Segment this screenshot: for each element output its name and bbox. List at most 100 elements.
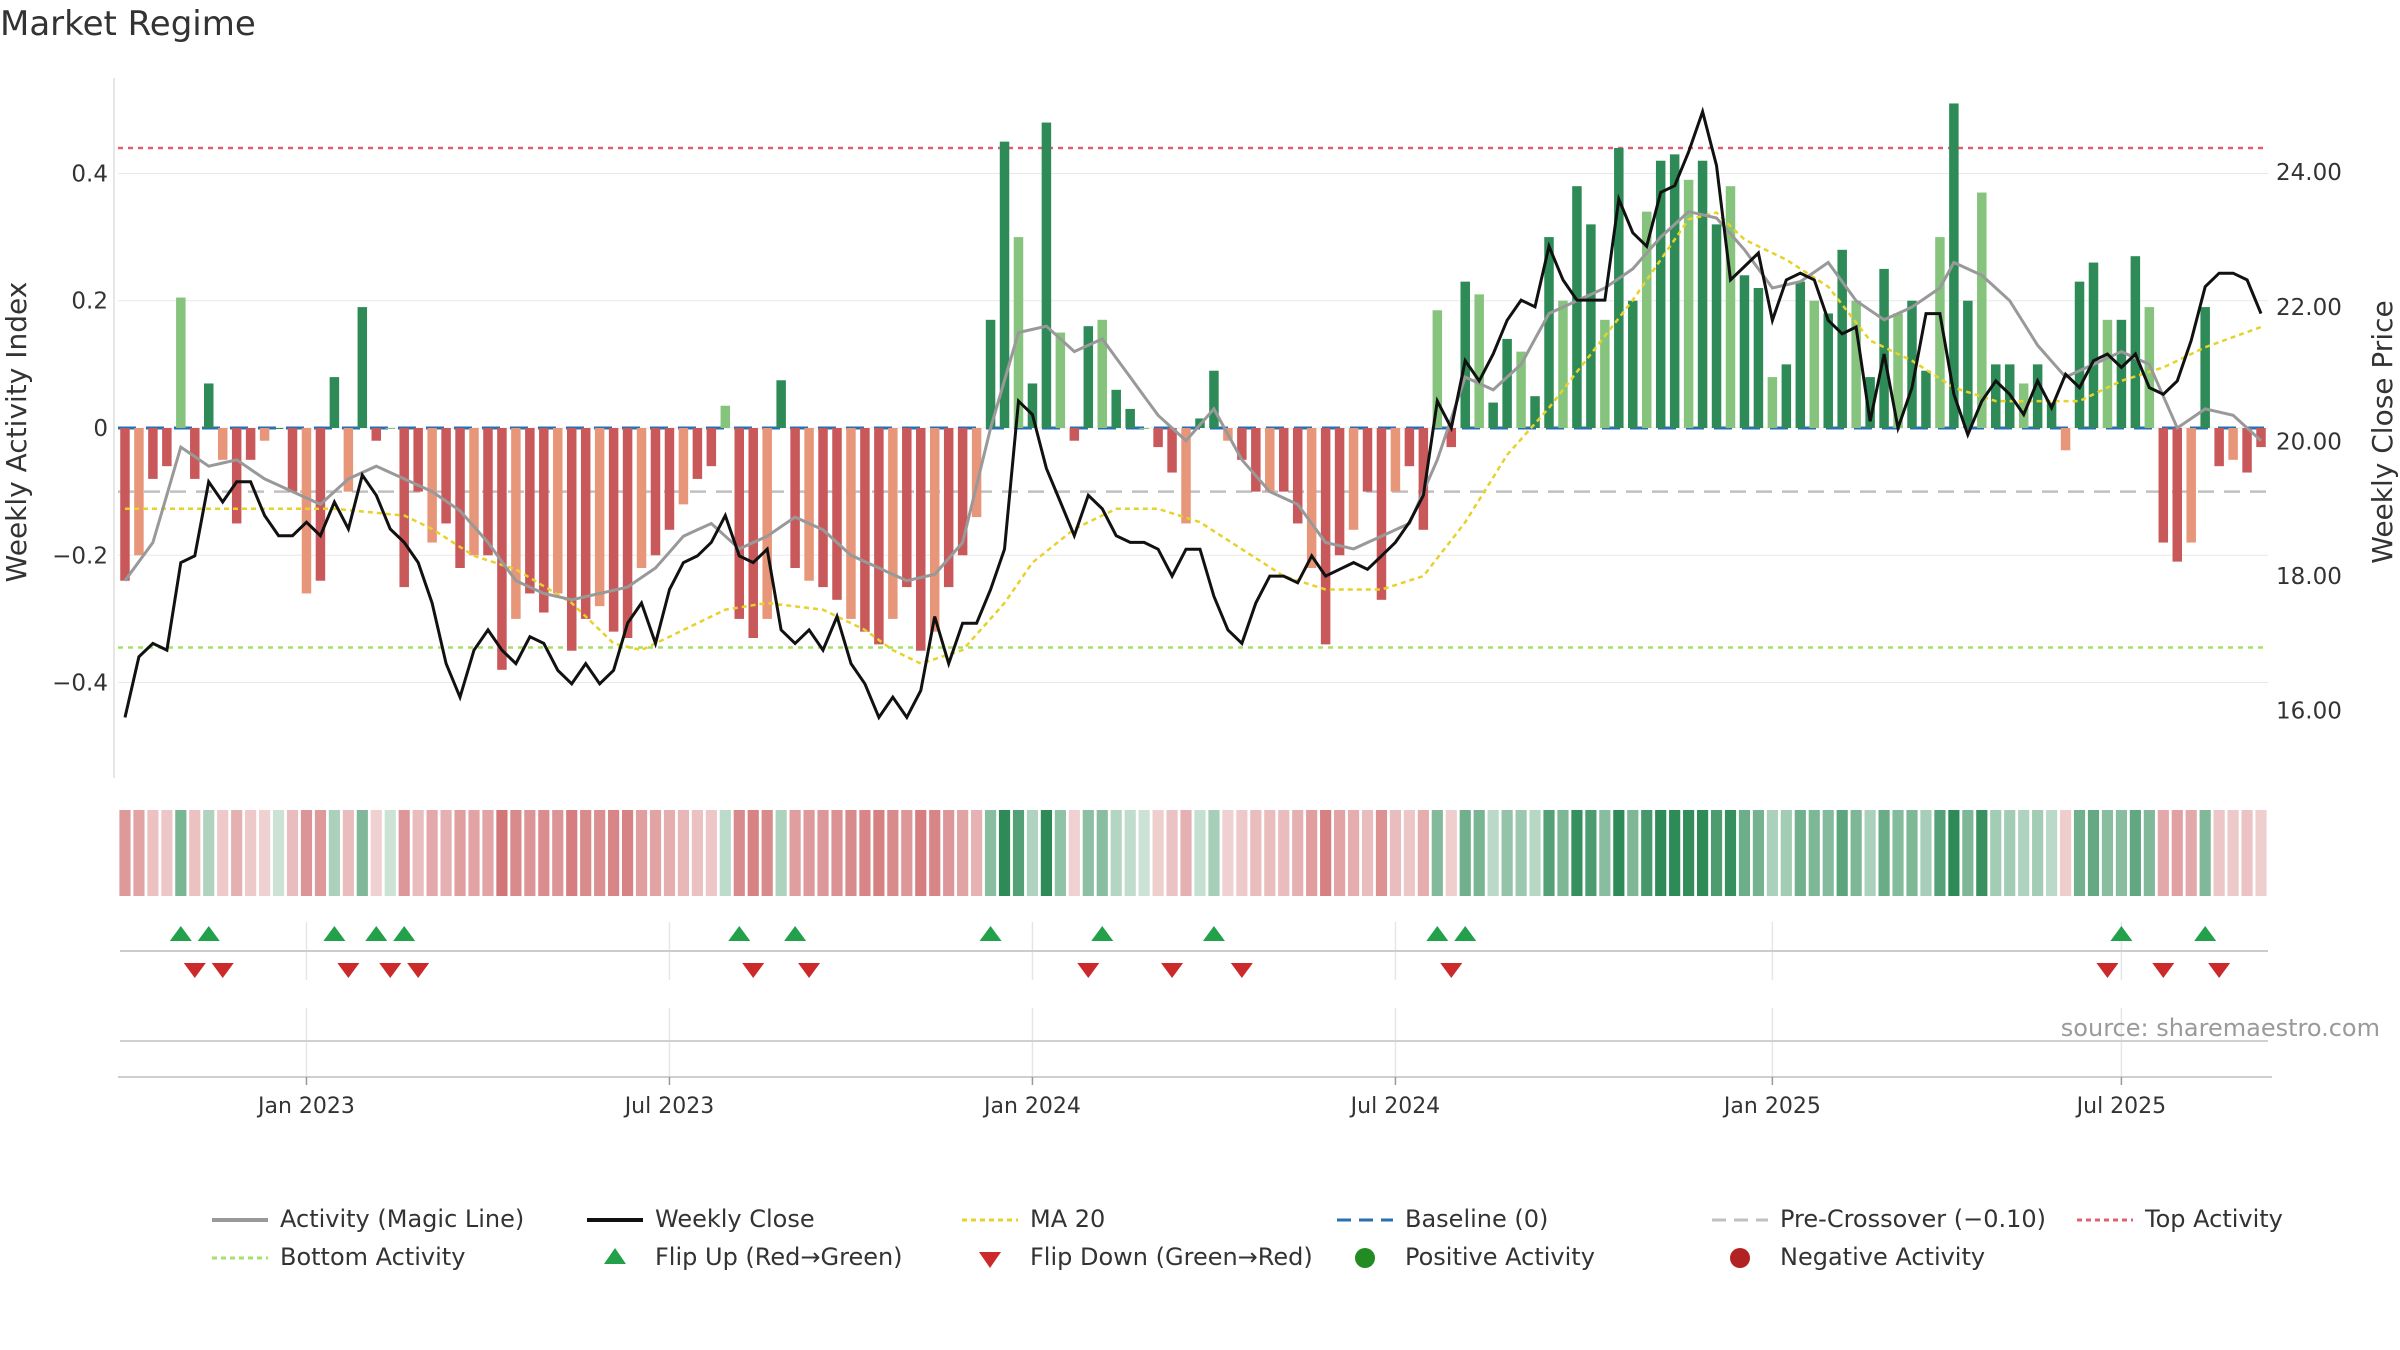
heat-cell [663, 810, 676, 896]
activity-bar [943, 428, 954, 588]
activity-bar [1641, 211, 1652, 428]
heat-cell [2004, 810, 2016, 896]
right-tick-label: 24.00 [2276, 160, 2342, 186]
heat-cell [691, 810, 703, 896]
heat-cell [189, 810, 201, 896]
heat-cell [2059, 810, 2072, 896]
heat-cell [1599, 810, 1611, 896]
heat-cell [1180, 810, 1192, 896]
legend-weekly-close-symbol [587, 1218, 643, 1222]
heat-cell [1040, 810, 1052, 896]
heat-cell [370, 810, 382, 896]
activity-bar [441, 428, 451, 524]
activity-bar [1558, 300, 1568, 428]
activity-bar [608, 428, 619, 632]
activity-bar [636, 428, 647, 568]
activity-bar [929, 428, 940, 632]
activity-bar [650, 428, 661, 556]
right-axis-label: Weekly Close Price [2366, 300, 2399, 563]
activity-bar [1795, 281, 1806, 428]
activity-bar [287, 428, 298, 492]
activity-bar [2158, 428, 2169, 543]
activity-bar [1209, 370, 1219, 428]
heat-cell [1473, 810, 1485, 896]
activity-bar [594, 428, 605, 607]
heat-cell [2115, 810, 2127, 896]
activity-bar [1111, 389, 1121, 428]
heat-cell [203, 810, 215, 896]
heat-cell [384, 810, 396, 896]
heat-cell [440, 810, 452, 896]
activity-bar [818, 428, 828, 588]
heat-cell [2227, 810, 2239, 896]
activity-bar [343, 428, 354, 492]
activity-bar [1488, 402, 1498, 428]
x-tick-label: Jan 2025 [1722, 1094, 1821, 1119]
flip-markers [120, 922, 2268, 980]
heat-cell [1710, 810, 1723, 896]
flip-down-icon [1440, 963, 1463, 978]
legend-label: Flip Up (Red→Green) [655, 1243, 903, 1271]
heat-cell [1375, 810, 1388, 896]
activity-bar [148, 428, 158, 479]
flip-up-icon [2110, 926, 2133, 941]
activity-bar [2060, 428, 2071, 451]
activity-bar [231, 428, 242, 524]
heat-cell [621, 810, 634, 896]
activity-bar [1600, 319, 1610, 428]
activity-bar [525, 428, 535, 594]
legend-magic-line-symbol [212, 1218, 268, 1222]
activity-bar [2256, 428, 2266, 448]
flip-down-icon [2208, 963, 2231, 978]
legend-label: Negative Activity [1780, 1243, 1986, 1271]
legend-label: Positive Activity [1405, 1243, 1595, 1271]
heat-cell [1864, 810, 1876, 896]
source-credit: source: sharemaestro.com [2060, 1014, 2380, 1042]
heat-cell [1962, 810, 1974, 896]
activity-bar [1055, 332, 1066, 428]
heat-cell [1054, 810, 1066, 896]
legend-label: Pre-Crossover (−0.10) [1780, 1205, 2047, 1233]
activity-bar [1991, 364, 2001, 428]
activity-bar [874, 428, 884, 645]
activity-bar [385, 428, 395, 429]
flip-up-icon [1091, 926, 1114, 941]
heat-cell [217, 810, 229, 896]
heat-cell [1850, 810, 1862, 896]
activity-bar [2032, 364, 2043, 428]
heat-cell [245, 810, 257, 896]
flip-up-icon [2194, 926, 2217, 941]
flip-up-icon [979, 926, 1002, 941]
activity-bar [413, 428, 423, 492]
heat-cell [1334, 810, 1346, 896]
activity-bar [1949, 103, 1959, 429]
heat-cell [1571, 810, 1583, 896]
activity-bar [957, 428, 968, 556]
heat-cell [1417, 810, 1429, 896]
activity-bar [1614, 148, 1624, 428]
heat-cell [412, 810, 424, 896]
heat-cell [1794, 810, 1806, 896]
activity-bar [790, 428, 800, 568]
left-axis-label: Weekly Activity Index [0, 282, 33, 583]
activity-bar [1935, 237, 1945, 428]
heat-cell [2143, 810, 2155, 896]
ma20-line [125, 211, 2262, 665]
flip-down-icon [379, 963, 402, 978]
activity-bar [2088, 262, 2099, 428]
activity-bar [217, 428, 228, 460]
heat-cell [1292, 810, 1304, 896]
x-tick-label: Jul 2025 [2075, 1094, 2167, 1119]
activity-bar [1348, 428, 1359, 530]
heat-cell [1264, 810, 1276, 896]
heat-cell [1738, 810, 1751, 896]
heat-cell [901, 810, 913, 896]
activity-bar [1418, 428, 1429, 530]
heat-cell [984, 810, 997, 896]
activity-bar [1432, 310, 1443, 428]
flip-down-icon [337, 963, 360, 978]
heat-cell [1166, 810, 1178, 896]
activity-bar [1697, 160, 1708, 428]
activity-bar [1823, 313, 1833, 428]
activity-bar [1907, 300, 1917, 428]
